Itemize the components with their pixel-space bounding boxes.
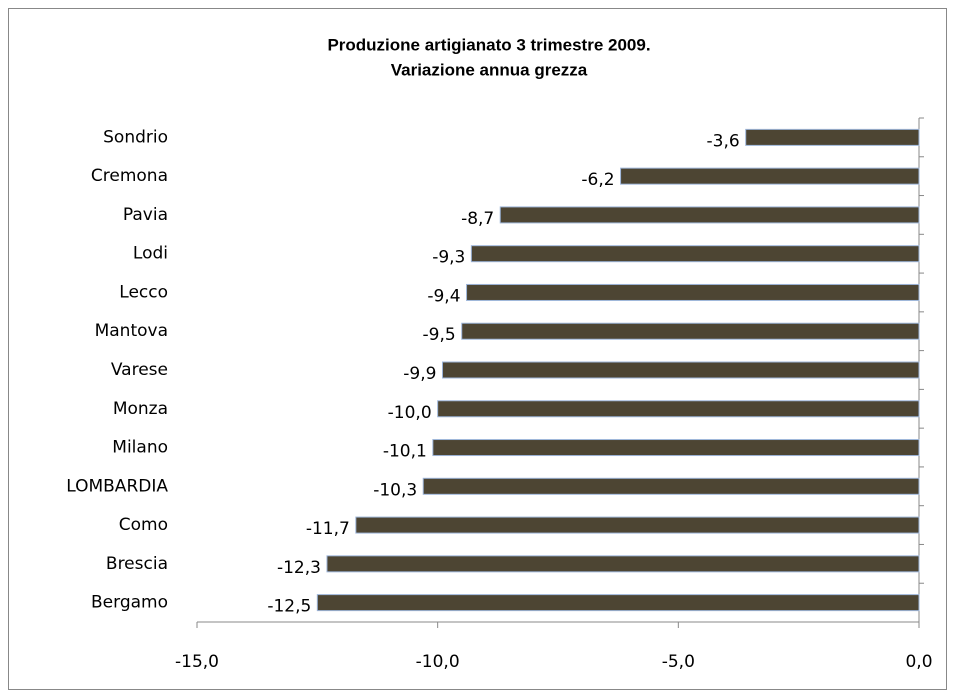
- data-label: -8,7: [461, 209, 494, 229]
- x-tick-label: 0,0: [905, 652, 932, 672]
- bar: [326, 555, 920, 573]
- y-tick-label: LOMBARDIA: [66, 476, 168, 496]
- data-label: -9,4: [427, 286, 460, 306]
- data-label: -10,1: [383, 442, 427, 462]
- bar: [437, 400, 920, 418]
- data-label: -10,3: [373, 480, 417, 500]
- y-tick-label: Varese: [111, 360, 168, 380]
- bar: [499, 206, 920, 224]
- bar: [620, 167, 920, 185]
- y-tick-label: Como: [119, 515, 168, 535]
- data-label: -9,3: [432, 248, 465, 268]
- data-label: -3,6: [707, 131, 740, 151]
- y-tick-label: Mantova: [95, 321, 168, 341]
- bar: [441, 361, 920, 379]
- data-label: -12,3: [277, 558, 321, 578]
- data-label: -12,5: [267, 597, 311, 617]
- chart-title: Produzione artigianato 3 trimestre 2009.: [327, 35, 650, 54]
- chart-title: Variazione annua grezza: [391, 60, 588, 79]
- x-tick-label: -5,0: [662, 652, 695, 672]
- y-tick-label: Brescia: [106, 554, 168, 574]
- data-label: -9,5: [423, 325, 456, 345]
- y-tick-label: Milano: [112, 438, 168, 458]
- bar: [422, 477, 920, 495]
- bar: [466, 283, 920, 301]
- bar: [432, 439, 920, 457]
- data-label: -10,0: [388, 403, 432, 423]
- x-tick-label: -15,0: [175, 652, 219, 672]
- bar: [745, 128, 920, 146]
- y-tick-label: Lodi: [133, 244, 168, 264]
- bar: [355, 516, 920, 534]
- data-label: -11,7: [306, 519, 350, 539]
- bar: [470, 245, 920, 263]
- y-tick-label: Bergamo: [91, 593, 168, 613]
- y-tick-label: Lecco: [119, 282, 168, 302]
- y-tick-label: Monza: [113, 399, 168, 419]
- x-tick-label: -10,0: [416, 652, 460, 672]
- y-tick-label: Pavia: [123, 205, 168, 225]
- y-tick-label: Cremona: [91, 166, 168, 186]
- y-tick-label: Sondrio: [103, 127, 168, 147]
- data-label: -6,2: [581, 170, 614, 190]
- data-label: -9,9: [403, 364, 436, 384]
- chart-frame: [8, 8, 947, 690]
- bar: [461, 322, 920, 340]
- bar: [316, 594, 920, 612]
